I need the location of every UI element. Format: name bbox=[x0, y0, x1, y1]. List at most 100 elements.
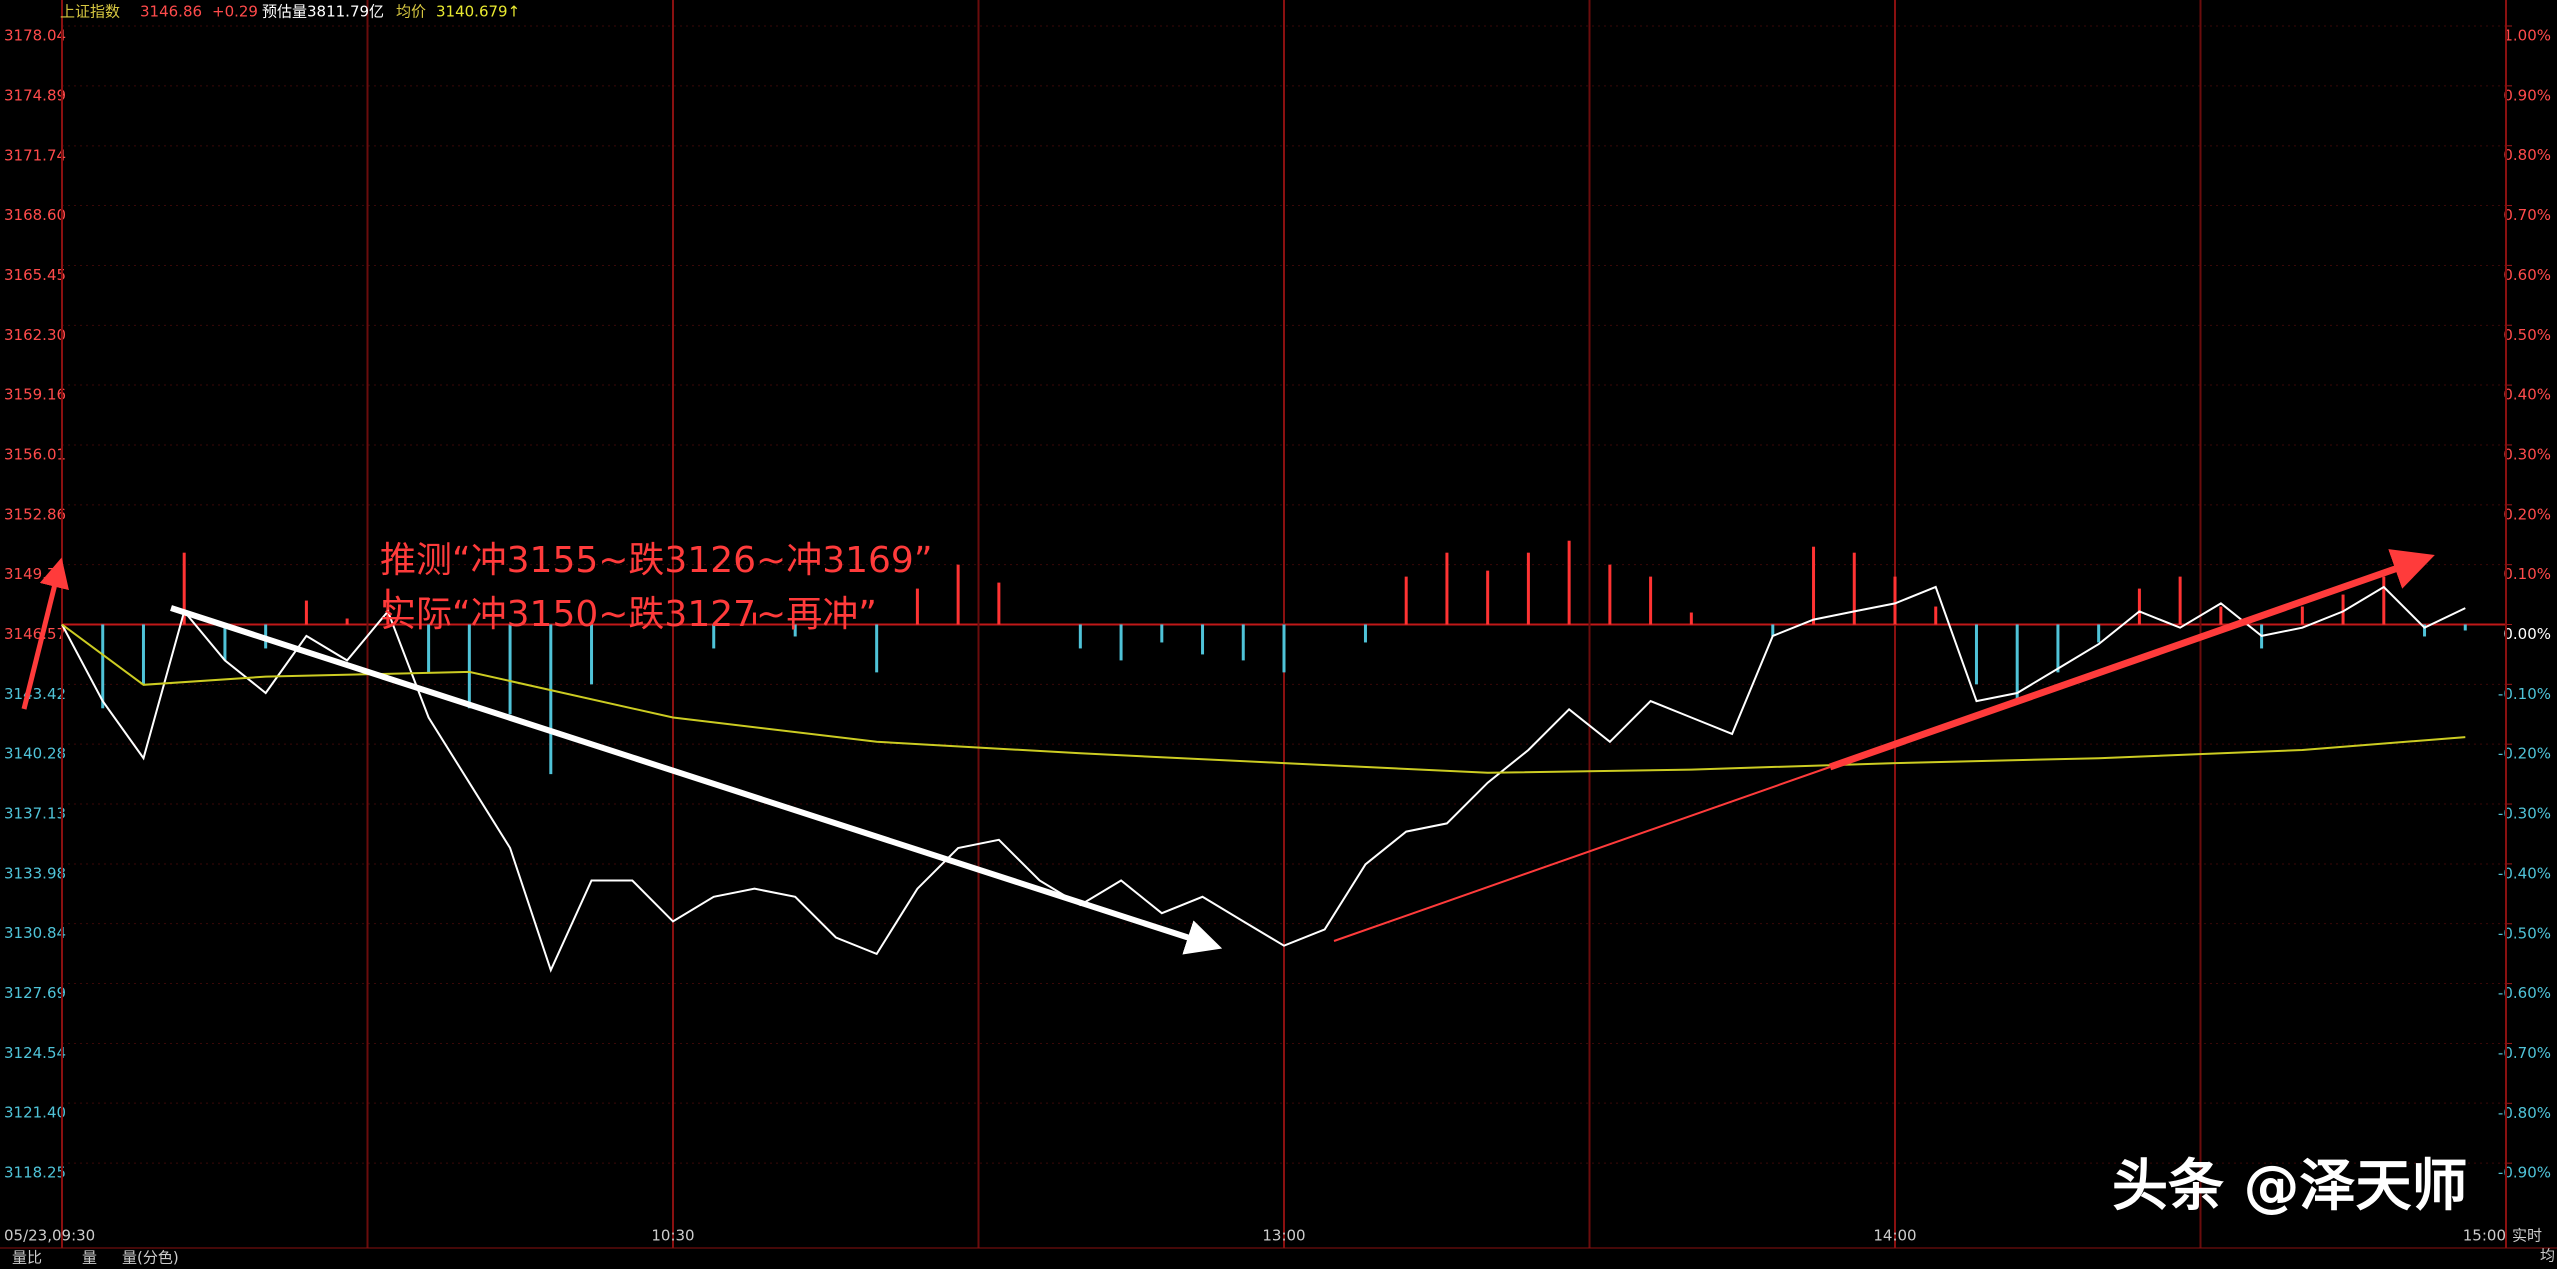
bar bbox=[467, 624, 471, 709]
bar bbox=[2056, 624, 2060, 673]
y-tick-label: 3118.25 bbox=[4, 1164, 66, 1182]
bar bbox=[834, 600, 838, 625]
footer-tab: 实时 bbox=[2512, 1227, 2542, 1245]
bar bbox=[2015, 624, 2019, 703]
bar bbox=[1526, 552, 1530, 625]
y-tick-label: 3140.28 bbox=[4, 745, 66, 763]
y-tick-label: 3133.98 bbox=[4, 864, 66, 882]
y-tick-label: 3165.45 bbox=[4, 266, 66, 284]
bar bbox=[1078, 624, 1082, 649]
footer-tab: 均 bbox=[2540, 1247, 2555, 1265]
change: +0.29 bbox=[212, 3, 258, 21]
x-tick-label: 05/23,09:30 bbox=[4, 1227, 95, 1245]
bar bbox=[1567, 540, 1571, 625]
bar bbox=[2137, 588, 2141, 625]
arrows bbox=[21, 549, 2435, 955]
x-tick-label: 15:00 bbox=[2463, 1227, 2506, 1245]
x-tick-label: 10:30 bbox=[651, 1227, 694, 1245]
y2-tick-label: 0.30% bbox=[2503, 445, 2551, 463]
bar bbox=[427, 624, 431, 673]
bar bbox=[1363, 624, 1367, 643]
y2-tick-label: -0.50% bbox=[2498, 924, 2551, 942]
bar bbox=[1608, 564, 1612, 625]
y-tick-label: 3137.13 bbox=[4, 805, 66, 823]
y-tick-label: 3159.16 bbox=[4, 386, 66, 404]
bar bbox=[1282, 624, 1286, 673]
y2-tick-label: 1.00% bbox=[2503, 27, 2551, 45]
y2-tick-label: -0.70% bbox=[2498, 1044, 2551, 1062]
y-tick-label: 3174.89 bbox=[4, 86, 66, 104]
bar bbox=[1689, 612, 1693, 625]
y2-tick-label: 0.50% bbox=[2503, 326, 2551, 344]
bar bbox=[875, 624, 879, 673]
y2-tick-label: 0.90% bbox=[2503, 86, 2551, 104]
arrow bbox=[170, 605, 1223, 955]
y-tick-label: 3168.60 bbox=[4, 206, 66, 224]
bar bbox=[304, 600, 308, 625]
bar bbox=[508, 624, 512, 715]
bar bbox=[2341, 594, 2345, 625]
bar bbox=[223, 624, 227, 661]
annotation: 推测“冲3155~跌3126~冲3169” bbox=[380, 540, 932, 581]
price: 3146.86 bbox=[140, 3, 202, 21]
y2-tick-label: 0.60% bbox=[2503, 266, 2551, 284]
legend-entry: 上证指数 bbox=[60, 3, 120, 21]
x-tick-label: 13:00 bbox=[1262, 1227, 1305, 1245]
bar bbox=[1241, 624, 1245, 661]
x-tick-label: 14:00 bbox=[1873, 1227, 1916, 1245]
bar bbox=[2219, 606, 2223, 625]
data-layer bbox=[61, 540, 2467, 973]
bar bbox=[1852, 552, 1856, 625]
bar bbox=[1974, 624, 1978, 685]
y2-tick-label: -0.10% bbox=[2498, 685, 2551, 703]
y2-tick-label: -0.90% bbox=[2498, 1164, 2551, 1182]
bar bbox=[1486, 570, 1490, 625]
y-tick-label: 3171.74 bbox=[4, 146, 66, 164]
y2-tick-label: 0.80% bbox=[2503, 146, 2551, 164]
bar bbox=[182, 552, 186, 625]
bar bbox=[345, 618, 349, 625]
y-tick-label: 3121.40 bbox=[4, 1104, 66, 1122]
line bbox=[61, 585, 2466, 973]
arrow-line bbox=[1333, 766, 1831, 942]
bar bbox=[712, 624, 716, 649]
bar bbox=[590, 624, 594, 685]
bar bbox=[1445, 552, 1449, 625]
bar bbox=[1934, 606, 1938, 625]
header: 上证指数 3146.86 +0.29 预估量3811.79亿 均价 3140.6… bbox=[60, 3, 520, 21]
y2-tick-label: 0.20% bbox=[2503, 505, 2551, 523]
bar bbox=[1404, 576, 1408, 625]
bar bbox=[956, 564, 960, 625]
legend-entry: 均价 bbox=[396, 3, 426, 21]
line bbox=[61, 623, 2466, 774]
bar bbox=[549, 624, 553, 775]
bar bbox=[1119, 624, 1123, 661]
bar bbox=[1649, 576, 1653, 625]
y2-tick-label: -0.40% bbox=[2498, 864, 2551, 882]
bar bbox=[1812, 546, 1816, 625]
y-tick-label: 3146.57 bbox=[4, 625, 66, 643]
y-tick-label: 3162.30 bbox=[4, 326, 66, 344]
y-tick-label: 3130.84 bbox=[4, 924, 66, 942]
y-tick-label: 3156.01 bbox=[4, 445, 66, 463]
y2-tick-label: 0.40% bbox=[2503, 386, 2551, 404]
arrow bbox=[21, 557, 69, 710]
y2-tick-label: -0.20% bbox=[2498, 745, 2551, 763]
y-tick-label: 3127.69 bbox=[4, 984, 66, 1002]
footer-tab: 量比 bbox=[12, 1249, 42, 1267]
bar bbox=[997, 582, 1001, 625]
footer-tab: 量 bbox=[82, 1249, 97, 1267]
bar bbox=[1201, 624, 1205, 655]
bar bbox=[793, 624, 797, 637]
y2-tick-label: 0.00% bbox=[2503, 625, 2551, 643]
bar bbox=[752, 612, 756, 625]
bar bbox=[141, 624, 145, 685]
bar bbox=[2178, 576, 2182, 625]
y-tick-label: 3178.04 bbox=[4, 27, 66, 45]
footer: 量比 量 量(分色) 实时 均 bbox=[0, 1227, 2557, 1267]
bar bbox=[386, 588, 390, 625]
bar bbox=[2097, 624, 2101, 643]
